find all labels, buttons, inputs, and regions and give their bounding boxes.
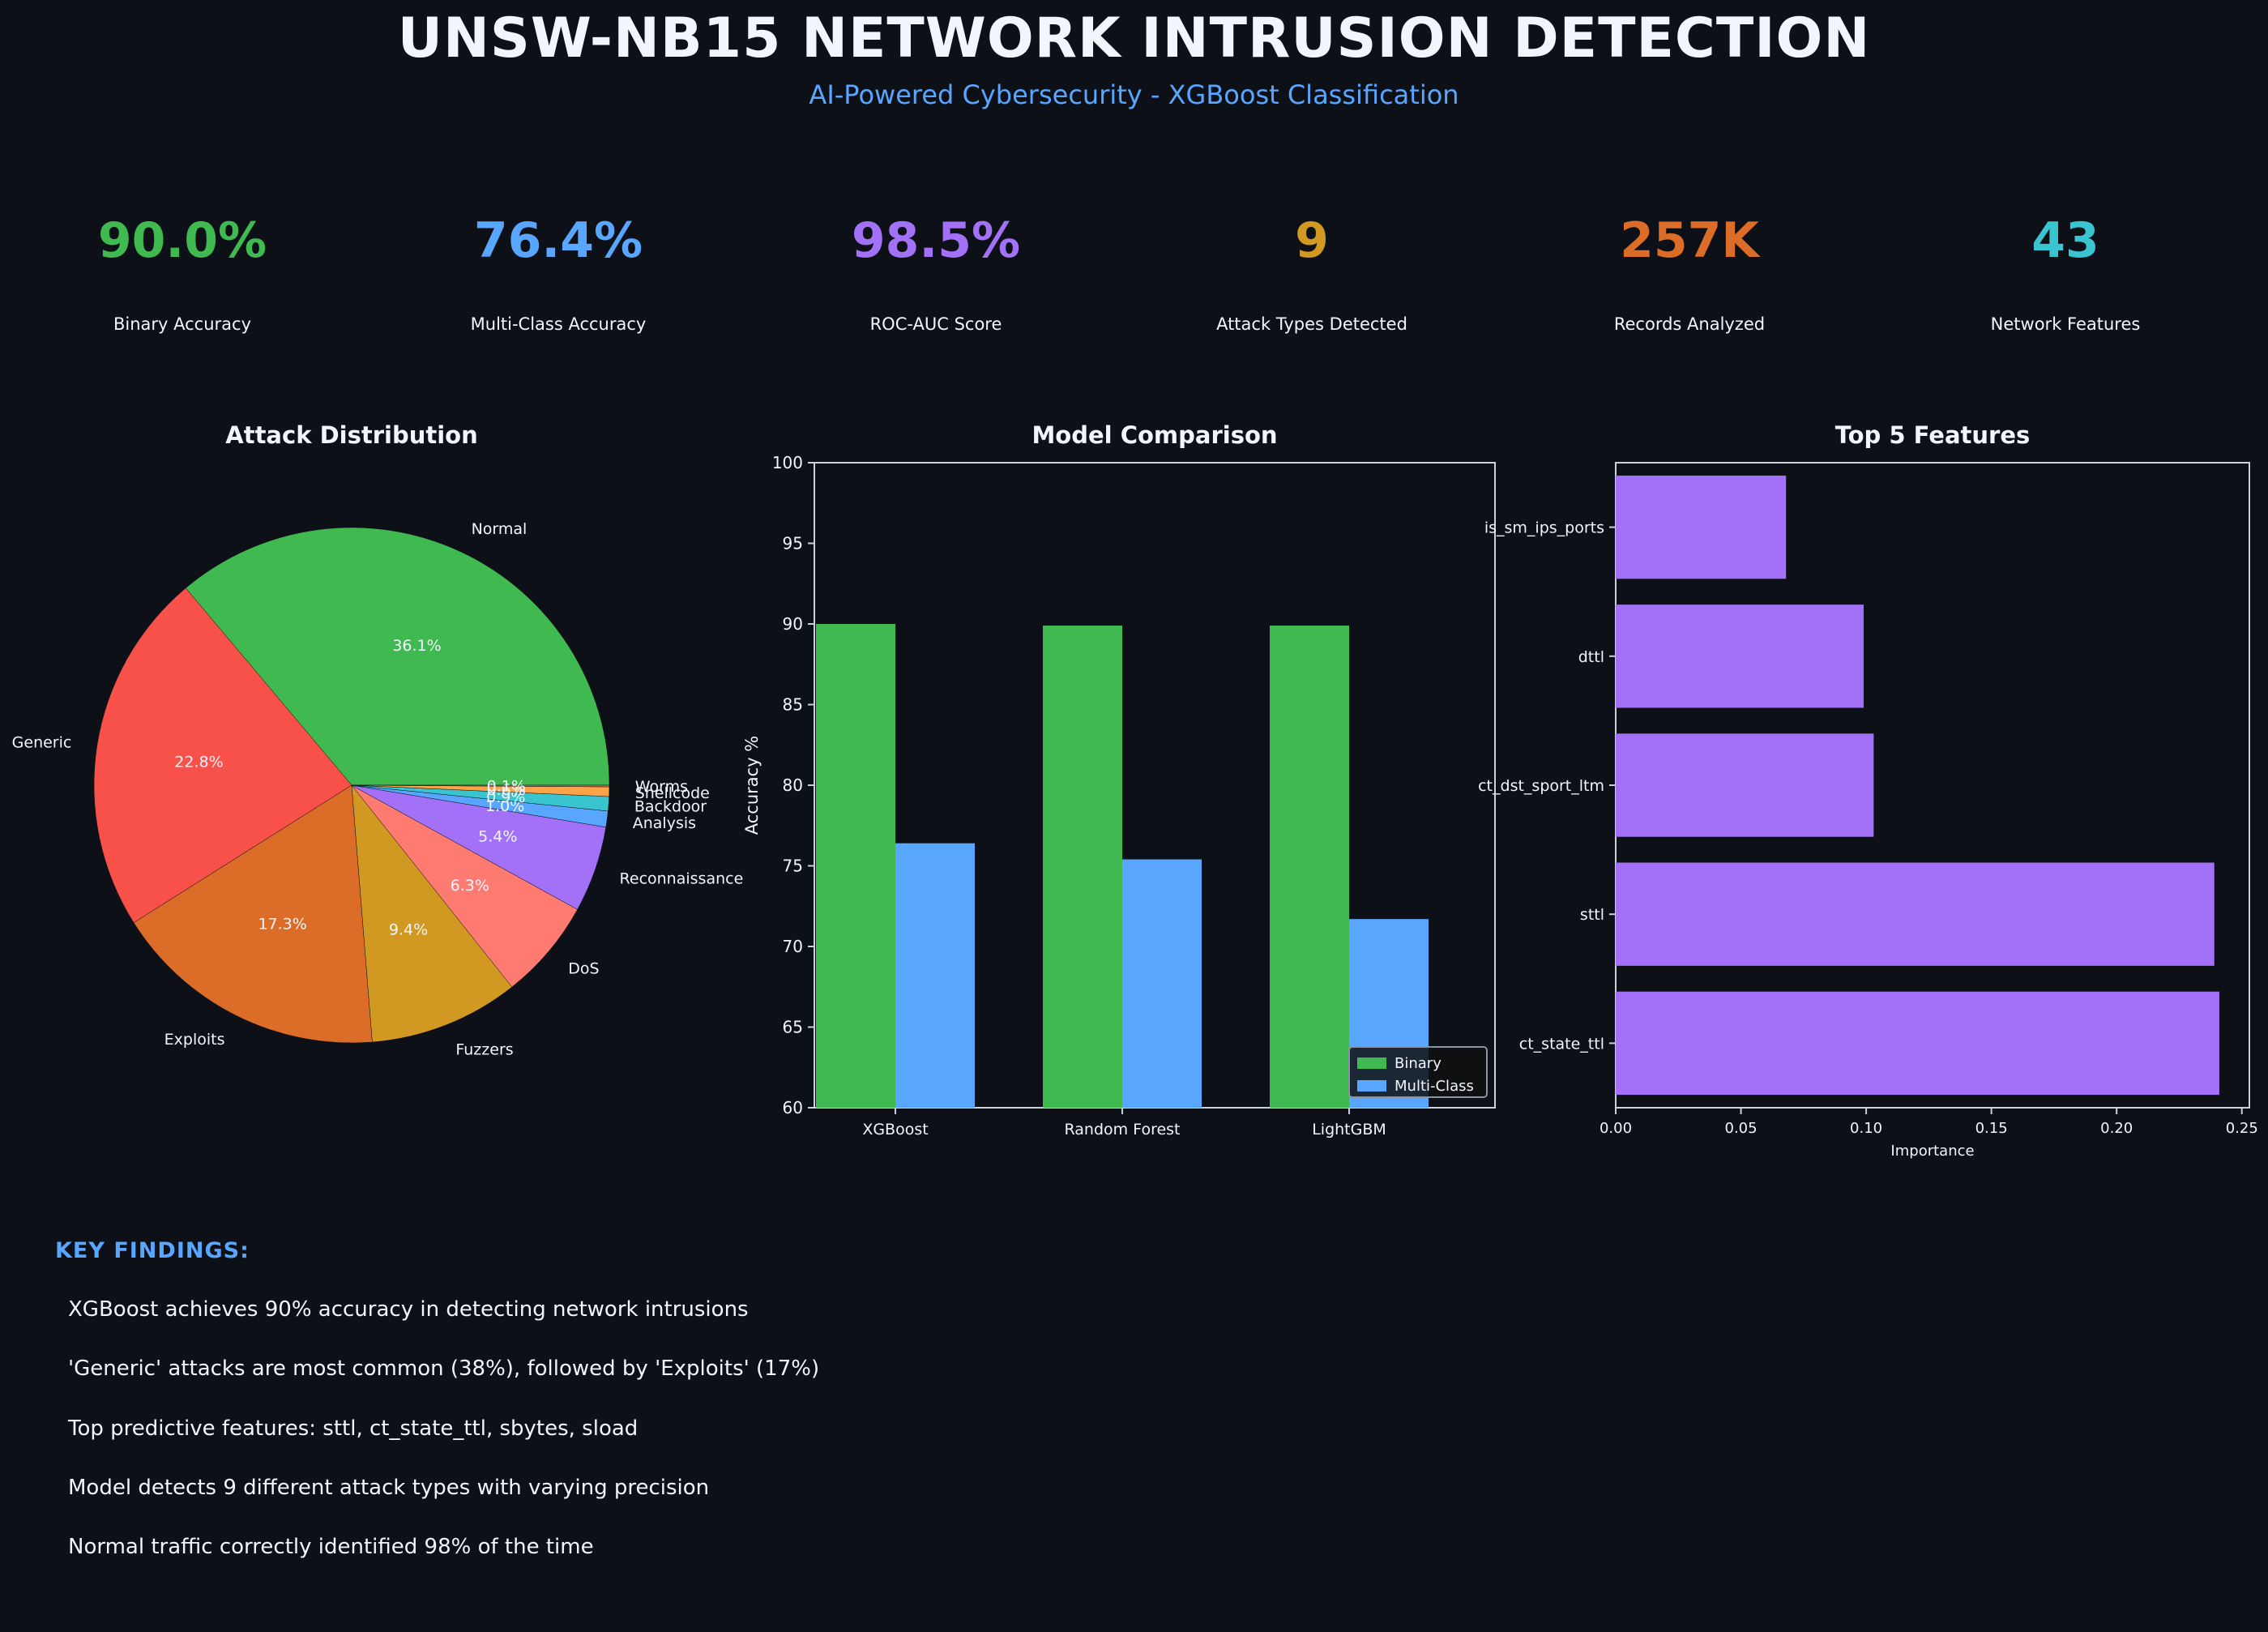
- attack-distribution-pie-chart: 36.1% Normal 22.8% Generic 17.3% Exploits 9.4%…: [12, 520, 744, 1059]
- pie-pct-label: 1.0%: [485, 797, 524, 815]
- pie-pct-label: 0.9%: [486, 788, 525, 806]
- kpi-attack-types-label: Attack Types Detected: [1216, 314, 1407, 334]
- pie-category-label: Generic: [12, 733, 72, 751]
- y-tick-label: sttl: [1580, 906, 1604, 924]
- pie-slice-fuzzers: [351, 784, 513, 1043]
- pie-pct-label: 36.1%: [392, 637, 441, 655]
- y-tick-label: 100: [772, 453, 803, 472]
- y-tick-label: dttl: [1578, 648, 1604, 666]
- pie-pct-label: 0.1%: [487, 778, 526, 796]
- finding-item: Top predictive features: sttl, ct_state_…: [68, 1416, 639, 1441]
- pie-pct-label: 5.4%: [478, 827, 517, 845]
- y-tick-label: is_sm_ips_ports: [1484, 519, 1604, 537]
- y-tick-label: 80: [783, 775, 803, 795]
- legend-swatch: [1357, 1080, 1386, 1092]
- y-tick-label: ct_state_ttl: [1519, 1035, 1604, 1053]
- pie-slice-exploits: [133, 784, 373, 1044]
- kpi-binary-accuracy-label: Binary Accuracy: [113, 314, 252, 334]
- kpi-roc-auc-value: 98.5%: [851, 212, 1021, 269]
- pie-slice-worms: [351, 784, 610, 788]
- kpi-binary-accuracy-value: 90.0%: [97, 212, 267, 269]
- pie-category-label: Backdoor: [634, 797, 707, 815]
- pie-category-label: Worms: [635, 778, 688, 796]
- x-tick-label: 0.15: [1975, 1120, 2008, 1137]
- x-tick-label: XGBoost: [862, 1121, 928, 1139]
- pie-pct-label: 22.8%: [174, 754, 223, 771]
- x-axis-label: Importance: [1890, 1143, 1974, 1160]
- bar-multi-class-xgboost: [895, 843, 975, 1108]
- kpi-multiclass-accuracy-label: Multi-Class Accuracy: [470, 314, 647, 334]
- pie-category-label: DoS: [568, 960, 599, 978]
- kpi-roc-auc-label: ROC-AUC Score: [869, 314, 1002, 334]
- bar-binary-xgboost: [816, 624, 895, 1108]
- kpi-features-label: Network Features: [1990, 314, 2141, 334]
- x-tick-label: 0.05: [1725, 1120, 1758, 1137]
- y-tick-label: ct_dst_sport_ltm: [1478, 777, 1604, 795]
- y-tick-label: 65: [783, 1018, 803, 1037]
- bar-binary-random-forest: [1043, 625, 1122, 1108]
- pie-pct-label: 17.3%: [258, 916, 306, 933]
- pie-category-label: Reconnaissance: [620, 869, 744, 887]
- pie-pct-label: 6.3%: [451, 877, 489, 895]
- y-tick-label: 60: [783, 1098, 803, 1117]
- legend-swatch: [1357, 1057, 1386, 1069]
- kpi-records-label: Records Analyzed: [1613, 314, 1766, 334]
- pie-category-label: Exploits: [164, 1031, 225, 1049]
- y-tick-label: 85: [783, 695, 803, 715]
- pie-slice-dos: [351, 784, 578, 988]
- pie-pct-label: 9.4%: [389, 921, 428, 938]
- kpi-multiclass-accuracy-value: 76.4%: [473, 212, 643, 269]
- feature-bar-ct-dst-sport-ltm: [1616, 733, 1874, 837]
- legend-label: Multi-Class: [1395, 1078, 1474, 1095]
- finding-item: Model detects 9 different attack types w…: [68, 1476, 710, 1500]
- y-tick-label: 90: [783, 614, 803, 634]
- pie-category-label: Shellcode: [635, 784, 710, 802]
- pie-slice-generic: [93, 587, 352, 924]
- pie-category-label: Fuzzers: [455, 1040, 513, 1058]
- model-comparison-bar-chart: 60 65 70 75 80 85 90 95 100 XGBoost Random Forest L…: [742, 453, 1496, 1139]
- kpi-records-value: 257K: [1620, 212, 1759, 269]
- kpi-features-value: 43: [2031, 212, 2099, 269]
- x-tick-label: 0.25: [2226, 1120, 2258, 1137]
- pie-chart-title: Attack Distribution: [225, 421, 478, 449]
- pie-category-label: Normal: [472, 520, 527, 538]
- bar-chart-title: Model Comparison: [1031, 421, 1278, 449]
- y-tick-label: 75: [783, 857, 803, 876]
- pie-category-label: Analysis: [633, 814, 696, 832]
- legend-label: Binary: [1395, 1055, 1442, 1072]
- page-subtitle: AI-Powered Cybersecurity - XGBoost Class…: [809, 79, 1459, 110]
- y-axis-label: Accuracy %: [742, 736, 762, 835]
- y-tick-label: 70: [783, 937, 803, 956]
- x-tick-label: 0.10: [1850, 1120, 1882, 1137]
- bar-binary-lightgbm: [1270, 625, 1349, 1108]
- feature-bar-dttl: [1616, 605, 1864, 708]
- bar-multi-class-random-forest: [1122, 859, 1202, 1108]
- feature-bar-is-sm-ips-ports: [1616, 475, 1787, 579]
- page-title: UNSW-NB15 NETWORK INTRUSION DETECTION: [397, 6, 1871, 70]
- key-findings-heading: KEY FINDINGS:: [55, 1238, 250, 1263]
- finding-item: 'Generic' attacks are most common (38%),…: [68, 1356, 820, 1381]
- feature-bar-sttl: [1616, 862, 2215, 966]
- finding-item: XGBoost achieves 90% accuracy in detecti…: [68, 1297, 749, 1322]
- x-tick-label: Random Forest: [1064, 1121, 1180, 1139]
- features-chart-title: Top 5 Features: [1834, 421, 2031, 449]
- feature-bar-ct-state-ttl: [1616, 991, 2219, 1096]
- x-tick-label: 0.20: [2100, 1120, 2133, 1137]
- finding-item: Normal traffic correctly identified 98% …: [68, 1535, 594, 1559]
- x-tick-label: LightGBM: [1312, 1121, 1386, 1139]
- x-tick-label: 0.00: [1600, 1120, 1632, 1137]
- kpi-attack-types-value: 9: [1295, 212, 1329, 269]
- y-tick-label: 95: [783, 534, 803, 553]
- pie-slice-normal: [185, 527, 610, 786]
- chart-legend: Binary Multi-Class: [1348, 1046, 1488, 1098]
